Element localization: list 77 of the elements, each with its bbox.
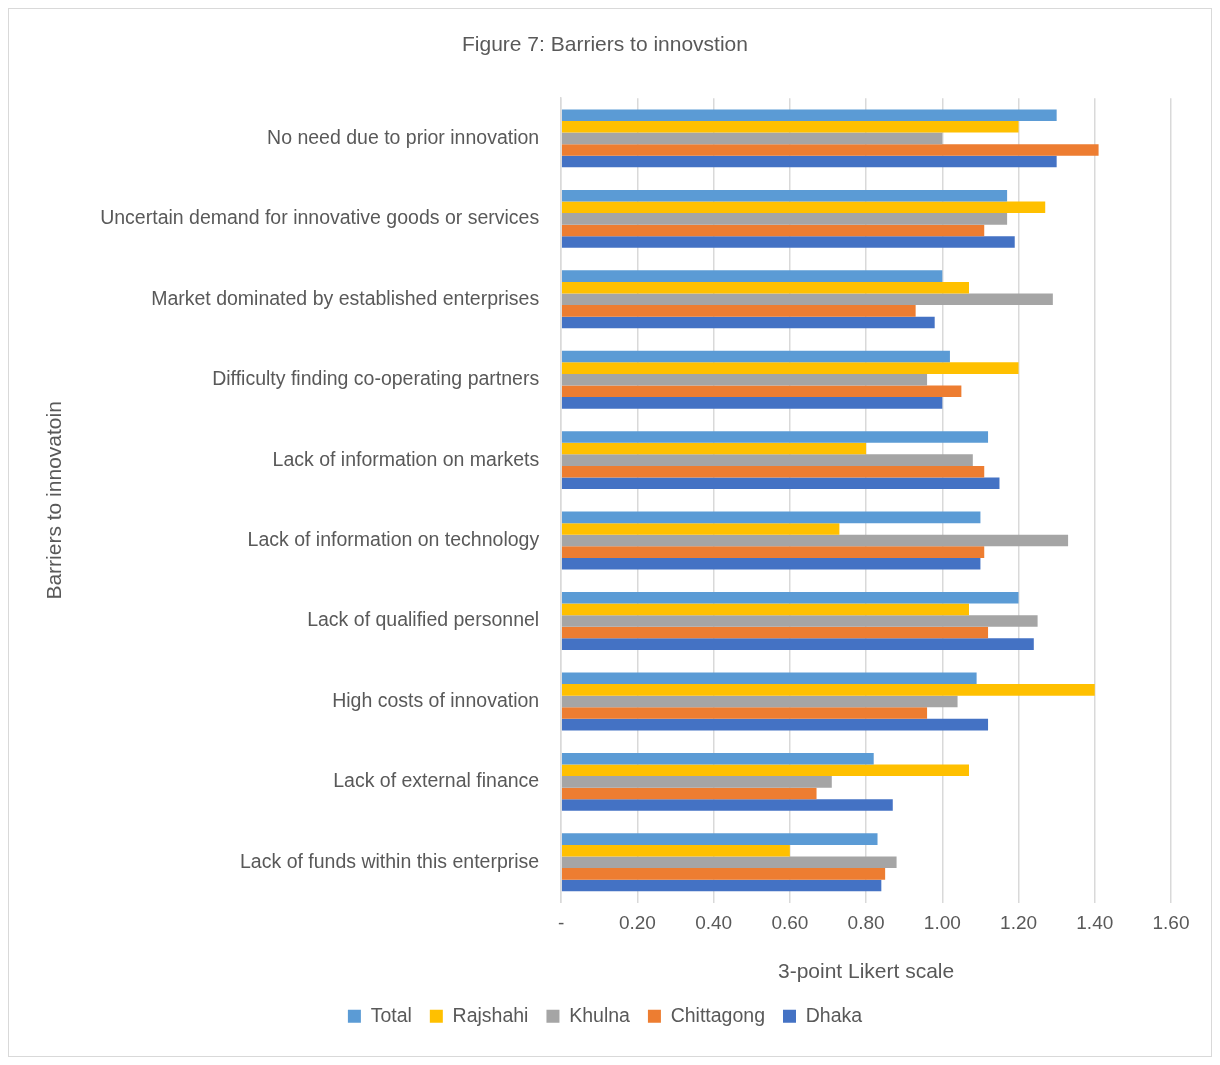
legend-label: Khulna	[569, 1003, 631, 1026]
bar	[561, 316, 935, 329]
bar	[561, 144, 1099, 156]
bar	[561, 764, 969, 777]
bar	[561, 534, 1069, 547]
y-tick-label: Lack of external finance	[333, 769, 540, 792]
bar	[561, 213, 1008, 225]
bar	[561, 236, 1015, 248]
bar	[561, 293, 1053, 306]
bar	[561, 373, 928, 386]
x-axis-title: 3-point Likert scale	[777, 958, 955, 982]
bar	[561, 431, 989, 443]
bar	[561, 684, 1095, 696]
bar	[561, 638, 1034, 650]
bar	[561, 350, 950, 363]
bar	[561, 511, 981, 524]
bar	[561, 155, 1057, 168]
legend-label: Total	[370, 1003, 412, 1026]
bar	[561, 121, 1019, 133]
y-tick-label: Uncertain demand for innovative goods or services	[100, 206, 540, 229]
bar	[561, 557, 981, 570]
bar	[561, 695, 958, 708]
chart-title: Figure 7: Barriers to innovstion	[462, 32, 748, 56]
bar	[561, 397, 943, 409]
x-tick-label: -	[558, 912, 565, 934]
bar	[561, 879, 882, 892]
bar	[561, 189, 1008, 202]
bar	[561, 523, 840, 535]
bar	[561, 626, 989, 639]
x-tick-label: 1.40	[1076, 912, 1114, 934]
bar	[561, 844, 790, 857]
legend-label: Chittagong	[670, 1003, 765, 1026]
bar	[561, 615, 1038, 627]
bar	[561, 132, 943, 145]
x-tick-label: 0.20	[618, 912, 656, 934]
bar	[561, 787, 817, 800]
bar	[561, 362, 1019, 374]
bar	[561, 270, 943, 282]
bar	[561, 305, 916, 317]
y-tick-label: Lack of information on technology	[247, 527, 540, 550]
bar	[561, 718, 989, 731]
bar	[561, 776, 832, 788]
x-tick-label: 0.40	[695, 912, 733, 934]
bar	[561, 799, 893, 811]
x-tick-label: 0.80	[847, 912, 885, 934]
legend-label: Dhaka	[805, 1003, 863, 1026]
bar	[561, 868, 886, 880]
y-tick-label: Lack of information on markets	[272, 447, 540, 470]
bar	[561, 477, 1000, 490]
bar	[561, 109, 1057, 122]
bar	[561, 833, 878, 845]
bar	[561, 546, 985, 558]
bar	[561, 672, 977, 685]
x-tick-label: 1.60	[1152, 912, 1190, 934]
bar	[561, 465, 985, 478]
bar	[561, 592, 1019, 604]
bar	[561, 752, 874, 765]
bar	[561, 281, 969, 294]
bar	[561, 454, 973, 466]
y-axis-title: Barriers to innovatoin	[42, 401, 66, 600]
bar	[561, 856, 897, 869]
bar	[561, 201, 1046, 214]
x-tick-label: 1.20	[1000, 912, 1038, 934]
y-tick-label: Market dominated by established enterprises	[151, 286, 540, 309]
y-tick-label: Difficulty finding co-operating partners	[212, 367, 540, 390]
y-tick-label: Lack of qualified personnel	[307, 608, 540, 631]
x-tick-label: 0.60	[771, 912, 809, 934]
y-tick-label: No need due to prior innovation	[267, 125, 540, 148]
bar	[561, 707, 928, 719]
y-tick-label: Lack of funds within this enterprise	[240, 849, 540, 872]
y-tick-label: High costs of innovation	[332, 688, 540, 711]
bar	[561, 385, 962, 398]
bar	[561, 442, 867, 455]
bar	[561, 603, 969, 616]
bar	[561, 224, 985, 237]
legend-label: Rajshahi	[452, 1003, 529, 1026]
x-tick-label: 1.00	[923, 912, 961, 934]
